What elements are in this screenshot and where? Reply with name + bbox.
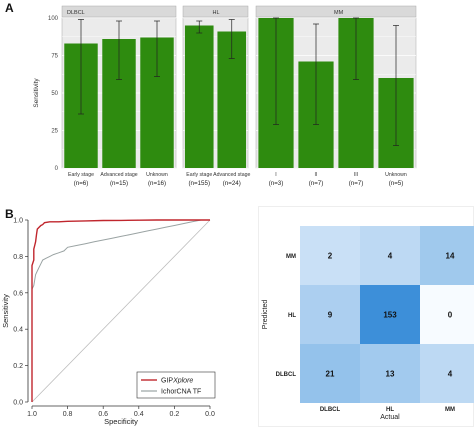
- cell-value: 153: [383, 311, 397, 320]
- cell-value: 13: [386, 370, 395, 379]
- legend-label-ichorcna: IchorCNA TF: [161, 389, 201, 396]
- x-tick-label: Advanced stage: [100, 172, 137, 178]
- x-category-label: DLBCL: [320, 407, 341, 413]
- x-tick-label: II: [315, 172, 318, 178]
- legend-label-xplore: Xplore: [172, 378, 193, 385]
- panel-label-b: B: [5, 207, 14, 221]
- legend-label-gip: GIP: [161, 378, 173, 385]
- bar-n-label: (n=7): [309, 180, 324, 187]
- y-category-label: HL: [288, 313, 296, 319]
- y-tick-label: 0: [55, 166, 59, 172]
- x-tick-label: 0.2: [170, 411, 180, 418]
- bar-n-label: (n=15): [110, 180, 128, 187]
- x-tick-label: Unknown: [146, 172, 168, 178]
- cell-value: 21: [326, 370, 335, 379]
- sensitivity-bar-chart: Sensitivity 0 25 50 75 100 DLBCL Early stage (n=…: [33, 5, 417, 187]
- cell-value: 4: [448, 370, 453, 379]
- roc-line-gipxplore: [31, 219, 210, 402]
- x-tick-label: 0.6: [98, 411, 108, 418]
- y-tick-label: 75: [51, 54, 58, 60]
- x-category-label: MM: [445, 407, 455, 413]
- y-axis-label: Sensitivity: [33, 78, 40, 108]
- heatmap-cell: [420, 285, 474, 344]
- heatmap-cell: [300, 285, 360, 344]
- x-tick-label: 0.4: [134, 411, 144, 418]
- bar-n-label: (n=7): [349, 180, 364, 187]
- x-axis-label: Specificity: [104, 417, 138, 426]
- heatmap-cell: [420, 344, 474, 403]
- x-tick-label: I: [275, 172, 276, 178]
- bar: [184, 25, 214, 168]
- y-tick-label: 100: [48, 16, 59, 22]
- y-tick-label: 1.0: [13, 218, 23, 225]
- cell-value: 4: [388, 252, 393, 261]
- heatmap-cell: [360, 285, 420, 344]
- x-tick-label: Early stage: [186, 172, 212, 178]
- y-tick-label: 0.8: [13, 254, 23, 261]
- heatmap-cell: [420, 226, 474, 285]
- y-tick-label: 0.6: [13, 290, 23, 297]
- heatmap-cell: [360, 226, 420, 285]
- y-axis-label: Predicted: [262, 300, 269, 330]
- y-axis-label: Sensitivity: [1, 294, 10, 328]
- heatmap-cell: [300, 344, 360, 403]
- bar-n-label: (n=16): [148, 180, 166, 187]
- x-tick-label: 1.0: [27, 411, 37, 418]
- x-axis-label: Actual: [380, 414, 400, 421]
- bar-n-label: (n=155): [189, 180, 211, 187]
- heatmap-cell: [360, 344, 420, 403]
- panel-label-a: A: [5, 1, 14, 15]
- x-tick-label: 0.0: [205, 411, 215, 418]
- roc-curve-chart: 0.0 0.2 0.4 0.6 0.8 1.0 1.0 0.8 0.6 0.4 0.2 0.0 Spec…: [1, 218, 216, 426]
- bar-n-label: (n=6): [74, 180, 89, 187]
- y-category-label: DLBCL: [276, 372, 297, 378]
- legend-box: [136, 371, 216, 399]
- facet-title: MM: [334, 10, 344, 16]
- y-tick-label: 0.4: [13, 327, 23, 334]
- x-tick-label: Unknown: [385, 172, 407, 178]
- facet-strip: [182, 5, 249, 18]
- cell-value: 9: [328, 311, 333, 320]
- y-tick-label: 25: [51, 129, 58, 135]
- facet-strip: [61, 5, 177, 18]
- roc-line-ichorcna: [31, 219, 210, 402]
- facet-title: HL: [213, 10, 220, 16]
- bar-n-label: (n=24): [223, 180, 241, 187]
- y-category-label: MM: [286, 254, 296, 260]
- x-tick-label: Early stage: [68, 172, 94, 178]
- cell-value: 2: [328, 252, 333, 261]
- y-tick-label: 50: [51, 91, 58, 97]
- facet-title: DLBCL: [67, 10, 85, 16]
- heatmap-cell: [300, 226, 360, 285]
- bar-n-label: (n=3): [269, 180, 284, 187]
- legend-label-gipxplore: GIPXplore: [161, 378, 193, 385]
- cell-value: 0: [448, 311, 453, 320]
- x-tick-label: 0.8: [63, 411, 73, 418]
- cell-value: 14: [446, 252, 455, 261]
- x-category-label: HL: [386, 407, 394, 413]
- x-tick-label: III: [354, 172, 358, 178]
- x-tick-label: Advanced stage: [213, 172, 250, 178]
- bar-n-label: (n=5): [389, 180, 404, 187]
- confusion-matrix-heatmap: 2 4 14 9 153 0 21 13 4 MM HL DLBCL DLBCL HL MM Actual Pr…: [258, 206, 474, 427]
- y-tick-label: 0.2: [13, 363, 23, 370]
- chance-diagonal: [31, 219, 211, 403]
- y-tick-label: 0.0: [13, 400, 23, 407]
- facet-strip: [255, 5, 417, 18]
